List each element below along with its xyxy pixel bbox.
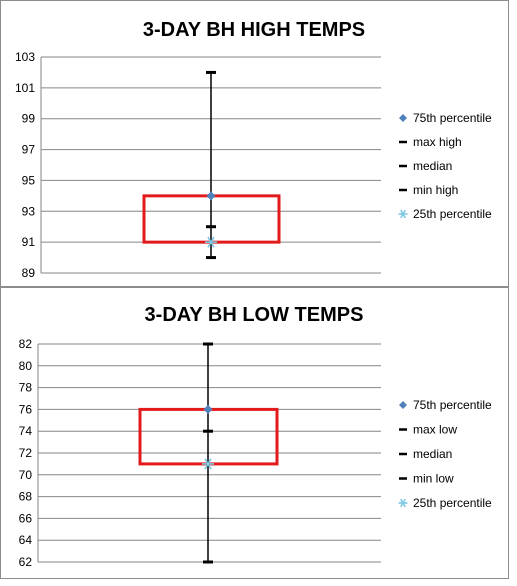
y-tick-label: 78 bbox=[19, 381, 33, 395]
y-tick-label: 99 bbox=[22, 112, 36, 126]
legend-label: 25th percentile bbox=[413, 496, 492, 510]
legend-item: median bbox=[399, 447, 452, 461]
legend-diamond-marker bbox=[399, 401, 407, 409]
p25-point bbox=[202, 458, 214, 470]
p75-point bbox=[206, 191, 216, 201]
legend-diamond-marker bbox=[399, 114, 407, 122]
y-tick-label: 101 bbox=[15, 81, 35, 95]
legend-item: min high bbox=[399, 183, 458, 197]
legend-label: median bbox=[413, 447, 452, 461]
legend-item: median bbox=[399, 159, 452, 173]
y-tick-label: 62 bbox=[19, 555, 33, 569]
legend-label: median bbox=[413, 159, 452, 173]
y-tick-label: 91 bbox=[22, 235, 36, 249]
y-tick-label: 66 bbox=[19, 511, 33, 525]
legend-star-marker-stroke bbox=[400, 209, 406, 219]
y-tick-label: 70 bbox=[19, 468, 33, 482]
chart-title: 3-DAY BH LOW TEMPS bbox=[145, 304, 364, 326]
high-temps-chart-panel: 3-DAY BH HIGH TEMPS 89 91 93 95 97 99 101 103 7… bbox=[0, 0, 509, 287]
p25-point-stroke bbox=[207, 236, 215, 248]
legend-star-marker bbox=[398, 209, 408, 219]
low-temps-chart: 3-DAY BH LOW TEMPS 62 64 66 68 70 72 74 76 78 80 8… bbox=[19, 304, 492, 569]
y-tick-label: 103 bbox=[15, 50, 35, 64]
legend-item: min low bbox=[399, 472, 454, 486]
chart-title: 3-DAY BH HIGH TEMPS bbox=[143, 19, 365, 41]
legend-item: max high bbox=[399, 135, 462, 149]
y-tick-label: 82 bbox=[19, 337, 33, 351]
legend-label: 75th percentile bbox=[413, 111, 492, 125]
y-tick-label: 89 bbox=[22, 266, 36, 280]
legend-item: max low bbox=[399, 423, 457, 437]
y-tick-label: 64 bbox=[19, 533, 33, 547]
legend-label: 75th percentile bbox=[413, 398, 492, 412]
legend-label: 25th percentile bbox=[413, 207, 492, 221]
legend-label: min high bbox=[413, 183, 458, 197]
legend-star-marker bbox=[398, 498, 408, 508]
y-tick-label: 95 bbox=[22, 173, 36, 187]
legend-item: 75th percentile bbox=[399, 398, 492, 412]
y-tick-label: 74 bbox=[19, 424, 33, 438]
legend-item: 75th percentile bbox=[399, 111, 492, 125]
legend-item: 25th percentile bbox=[398, 496, 492, 510]
legend-star-marker-stroke bbox=[400, 498, 406, 508]
p25-point bbox=[205, 236, 217, 248]
p75-point bbox=[203, 404, 213, 414]
y-tick-label: 80 bbox=[19, 359, 33, 373]
y-tick-label: 76 bbox=[19, 402, 33, 416]
legend-item: 25th percentile bbox=[398, 207, 492, 221]
y-tick-label: 72 bbox=[19, 446, 33, 460]
legend-label: max high bbox=[413, 135, 462, 149]
p25-point-stroke bbox=[204, 458, 212, 470]
high-temps-chart: 3-DAY BH HIGH TEMPS 89 91 93 95 97 99 101 103 7… bbox=[15, 19, 492, 280]
y-tick-label: 68 bbox=[19, 490, 33, 504]
legend-label: max low bbox=[413, 423, 457, 437]
legend-label: min low bbox=[413, 472, 454, 486]
y-tick-label: 97 bbox=[22, 143, 36, 157]
low-temps-chart-panel: 3-DAY BH LOW TEMPS 62 64 66 68 70 72 74 76 78 80 8… bbox=[0, 287, 509, 579]
y-tick-label: 93 bbox=[22, 204, 36, 218]
